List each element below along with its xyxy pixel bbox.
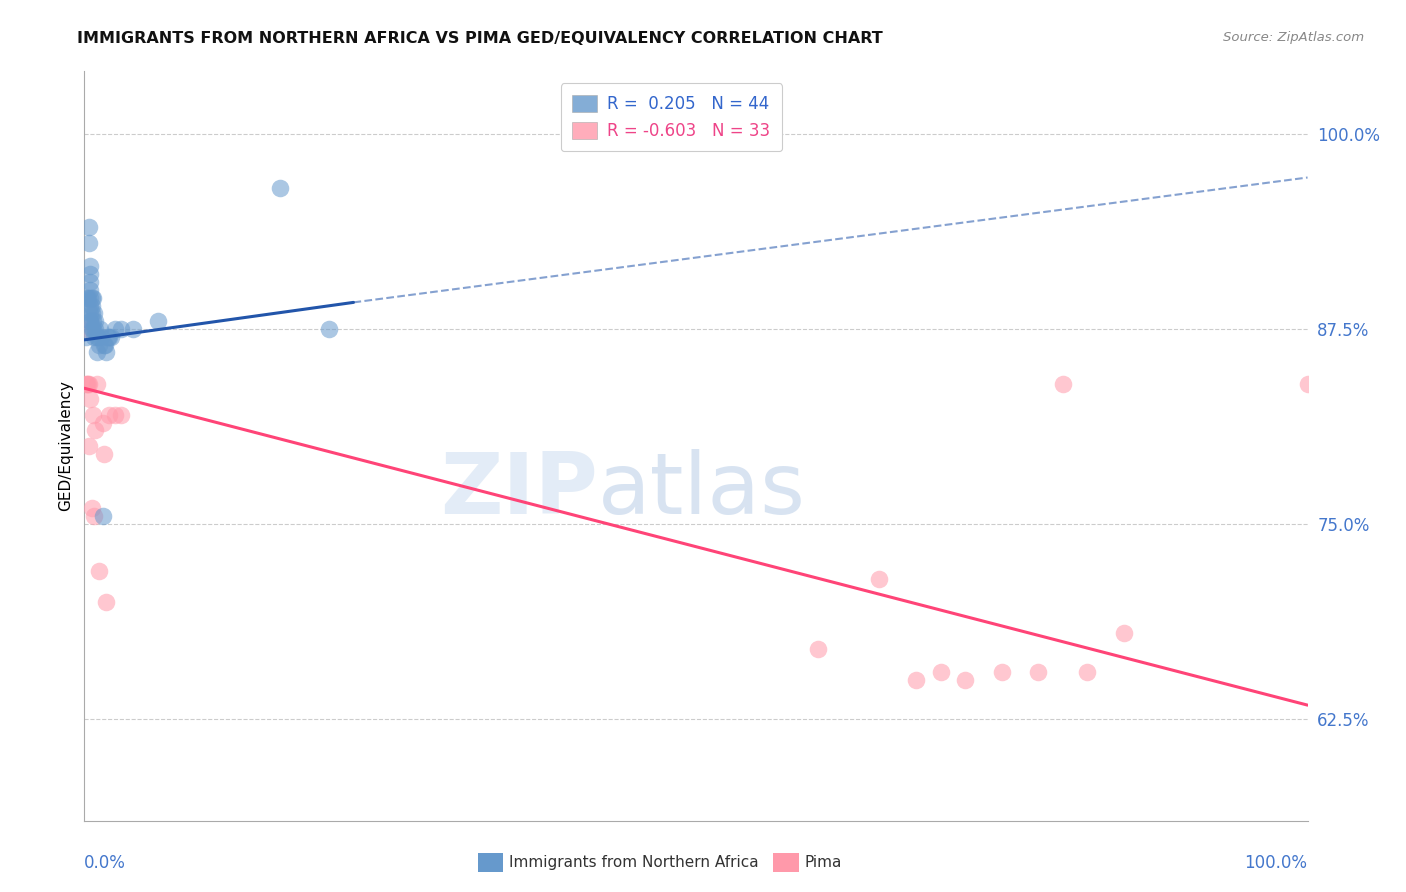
Point — [807, 642, 830, 657]
Point — [77, 439, 100, 453]
Point — [77, 220, 100, 235]
Point — [905, 673, 928, 688]
Point — [82, 322, 104, 336]
Point — [87, 564, 110, 578]
Point — [77, 236, 100, 251]
Text: 0.0%: 0.0% — [84, 855, 127, 872]
Point — [953, 673, 976, 688]
Point — [80, 322, 103, 336]
Point — [80, 501, 103, 516]
Point — [93, 447, 115, 461]
Point — [1052, 376, 1074, 391]
Point — [82, 408, 104, 422]
Text: Pima: Pima — [804, 855, 842, 870]
Point — [80, 299, 103, 313]
Point — [100, 330, 122, 344]
Point — [79, 314, 101, 328]
Text: 100.0%: 100.0% — [1244, 855, 1308, 872]
Point — [77, 322, 100, 336]
Text: ZIP: ZIP — [440, 450, 598, 533]
Text: IMMIGRANTS FROM NORTHERN AFRICA VS PIMA GED/EQUIVALENCY CORRELATION CHART: IMMIGRANTS FROM NORTHERN AFRICA VS PIMA … — [77, 31, 883, 46]
Text: Immigrants from Northern Africa: Immigrants from Northern Africa — [509, 855, 759, 870]
Point — [77, 376, 100, 391]
Point — [82, 314, 104, 328]
Point — [1114, 626, 1136, 640]
Point — [96, 595, 118, 609]
Point — [79, 299, 101, 313]
Point — [84, 424, 107, 438]
Point — [79, 260, 101, 274]
Point — [77, 376, 100, 391]
Point — [104, 322, 127, 336]
Point — [97, 330, 120, 344]
Point — [83, 509, 105, 524]
Point — [86, 330, 108, 344]
Point — [86, 345, 108, 359]
Point — [87, 330, 110, 344]
Point — [79, 392, 101, 407]
Point — [84, 322, 107, 336]
Point — [79, 291, 101, 305]
Point — [76, 376, 98, 391]
Point — [79, 306, 101, 320]
Y-axis label: GED/Equivalency: GED/Equivalency — [58, 381, 73, 511]
Point — [97, 330, 120, 344]
Point — [269, 181, 291, 195]
Point — [104, 408, 127, 422]
Point — [80, 306, 103, 320]
Point — [84, 314, 107, 328]
Point — [89, 322, 111, 336]
Point — [76, 291, 98, 305]
Point — [869, 572, 891, 586]
Point — [991, 665, 1014, 680]
Point — [77, 291, 100, 305]
Point — [79, 268, 101, 282]
Point — [91, 509, 114, 524]
Point — [87, 337, 110, 351]
Text: Source: ZipAtlas.com: Source: ZipAtlas.com — [1223, 31, 1364, 45]
Point — [929, 665, 952, 680]
Point — [80, 291, 103, 305]
Point — [110, 322, 132, 336]
Text: atlas: atlas — [598, 450, 806, 533]
Point — [75, 376, 97, 391]
Point — [146, 314, 169, 328]
Point — [94, 337, 117, 351]
Point — [318, 322, 340, 336]
Point — [83, 330, 105, 344]
Point — [91, 416, 114, 430]
Point — [90, 330, 112, 344]
Point — [1028, 665, 1050, 680]
Point — [122, 322, 145, 336]
Point — [96, 345, 118, 359]
Point — [79, 314, 101, 328]
Point — [82, 291, 104, 305]
Point — [83, 306, 105, 320]
Point — [1296, 376, 1319, 391]
Point — [75, 330, 97, 344]
Point — [79, 283, 101, 297]
Point — [1076, 665, 1098, 680]
Point — [97, 408, 120, 422]
Legend: R =  0.205   N = 44, R = -0.603   N = 33: R = 0.205 N = 44, R = -0.603 N = 33 — [561, 84, 782, 152]
Point — [86, 376, 108, 391]
Point — [93, 337, 115, 351]
Point — [79, 275, 101, 289]
Point — [110, 408, 132, 422]
